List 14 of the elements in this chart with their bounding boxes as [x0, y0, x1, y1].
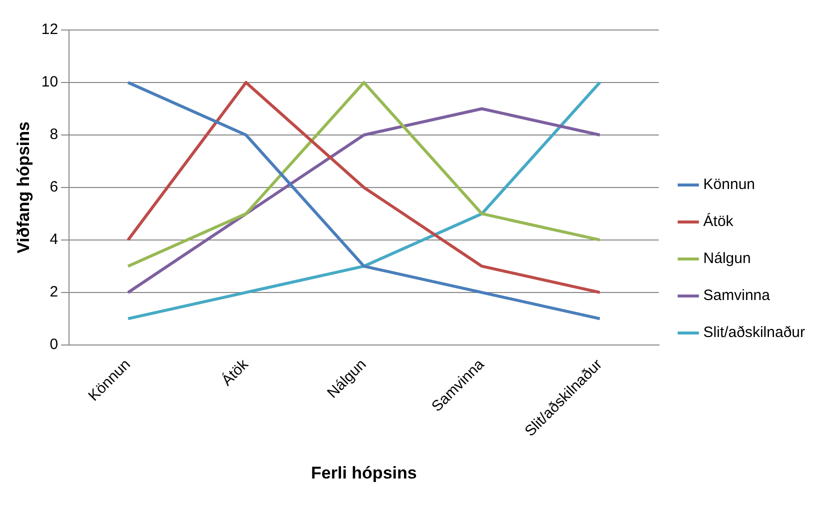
y-tick-label: 6 — [50, 178, 58, 196]
legend-label: Átök — [703, 212, 734, 230]
x-axis-title: Ferli hópsins — [311, 463, 417, 482]
y-tick-label: 12 — [41, 21, 58, 38]
y-tick-label: 0 — [50, 336, 58, 354]
y-tick-label: 2 — [50, 284, 58, 301]
legend-label: Samvinna — [703, 287, 771, 304]
y-tick-label: 4 — [50, 231, 58, 248]
y-tick-label: 10 — [41, 74, 58, 91]
y-axis-title: Viðfang hópsins — [14, 122, 33, 254]
y-tick-label: 8 — [50, 126, 58, 144]
legend-label: Slit/aðskilnaður — [703, 324, 806, 342]
legend-label: Könnun — [703, 176, 755, 194]
legend-label: Nálgun — [703, 250, 751, 268]
